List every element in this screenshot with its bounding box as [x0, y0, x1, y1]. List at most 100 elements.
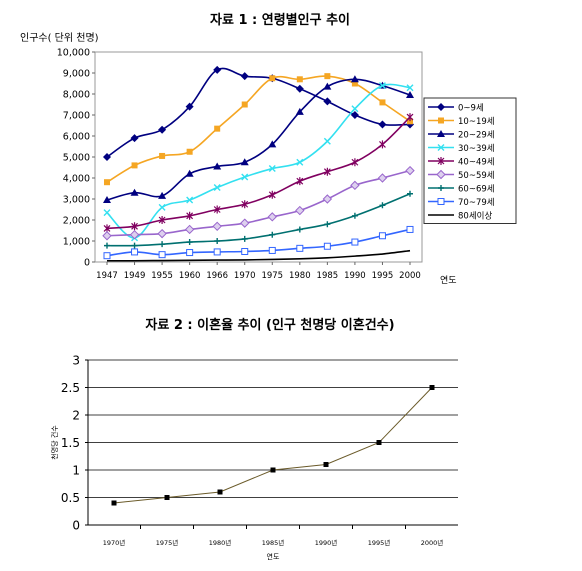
x-tick-label: 1947	[96, 271, 118, 281]
x-tick-label: 1955	[151, 271, 173, 281]
x-tick-label: 2000	[399, 271, 421, 281]
y-tick-label: 2	[72, 409, 80, 423]
x-axis-label: 연도	[440, 275, 457, 286]
y-tick-label: 5,000	[63, 153, 90, 164]
data-point-s2	[268, 140, 277, 148]
x-tick-label: 1980년	[209, 538, 232, 547]
data-point-s7	[213, 248, 221, 256]
data-point-s4	[131, 222, 138, 231]
data-point-s7	[378, 232, 386, 240]
data-point-s5	[295, 205, 305, 216]
data-point-s4	[323, 167, 331, 176]
data-point-s0	[130, 134, 139, 143]
data-point-s5	[267, 212, 277, 222]
data-point-s6	[104, 242, 110, 249]
x-axis-label: 연도	[267, 553, 280, 561]
data-point-s0	[185, 102, 194, 111]
x-tick-label: 1990	[344, 271, 366, 281]
series-line-8	[106, 249, 411, 262]
x-tick-label: 1975년	[156, 538, 179, 547]
y-axis-label: 천명당 건수	[50, 425, 59, 460]
y-tick-label: 1	[72, 464, 80, 478]
data-point-s6	[324, 221, 331, 228]
data-point-s7	[296, 244, 304, 252]
data-point-s2	[323, 82, 332, 90]
data-point-s1	[324, 73, 331, 80]
data-point-s0	[378, 120, 387, 129]
legend-marker	[436, 169, 446, 180]
y-tick-label: 6,000	[63, 132, 90, 143]
data-point-s6	[296, 226, 303, 233]
data-point-s0	[158, 125, 167, 134]
series-line-divorce	[113, 387, 433, 504]
data-point-s6	[407, 190, 413, 197]
data-point-s3	[213, 183, 221, 191]
data-point-s2	[103, 196, 111, 204]
data-point	[164, 495, 170, 500]
legend-marker	[437, 130, 445, 137]
data-point-s7	[131, 248, 139, 256]
data-point-s5	[184, 224, 195, 235]
chart-title: 자료 2 : 이혼율 추이 (인구 천명당 이혼건수)	[145, 317, 394, 333]
data-point-s3	[351, 105, 359, 113]
x-tick-label: 1985	[317, 271, 339, 281]
data-point-s0	[350, 111, 359, 119]
data-point-s0	[240, 72, 249, 81]
x-tick-label: 1980	[289, 271, 311, 281]
x-tick-label: 1960	[179, 271, 201, 281]
data-point-s7	[323, 242, 331, 250]
chart-title: 자료 1 : 연령별인구 추이	[210, 12, 350, 28]
data-point	[429, 385, 435, 390]
data-point	[111, 500, 117, 506]
legend-label: 70~79세	[458, 198, 495, 208]
data-point-s7	[186, 249, 194, 257]
legend-label: 0~9세	[458, 104, 484, 114]
x-tick-label: 2000년	[421, 538, 444, 547]
data-point-s3	[296, 158, 304, 166]
y-tick-label: 10,000	[57, 48, 90, 59]
data-point-s0	[323, 97, 332, 106]
data-point-s1	[296, 76, 303, 83]
data-point-s1	[351, 80, 358, 87]
data-point-s5	[129, 229, 140, 240]
legend-label: 20~29세	[458, 131, 495, 141]
y-tick-label: 2.5	[61, 381, 80, 395]
y-tick-label: 9,000	[63, 69, 90, 80]
data-point-s1	[407, 118, 413, 125]
y-tick-label: 0	[84, 258, 90, 269]
data-point-s3	[158, 203, 166, 211]
y-tick-label: 0.5	[61, 491, 80, 505]
x-tick-label: 1985년	[262, 538, 285, 547]
data-point-s6	[351, 212, 358, 219]
x-tick-label: 1975	[261, 271, 283, 281]
data-point-s0	[213, 65, 222, 74]
y-tick-label: 2,000	[63, 216, 90, 227]
data-point-s3	[378, 82, 386, 90]
data-point-s4	[406, 113, 414, 122]
data-point-s1	[104, 179, 110, 186]
y-tick-label: 3,000	[63, 195, 90, 206]
x-tick-label: 1966	[206, 271, 228, 281]
legend-label: 10~19세	[458, 117, 495, 127]
data-point	[323, 462, 329, 467]
x-tick-label: 1970	[234, 271, 256, 281]
data-point-s1	[214, 125, 221, 132]
data-point	[270, 467, 276, 473]
data-point-s2	[213, 162, 222, 170]
legend-marker	[437, 198, 445, 205]
legend-marker	[437, 157, 445, 165]
data-point	[217, 489, 223, 495]
x-tick-label: 1995	[372, 271, 394, 281]
data-point-s4	[296, 177, 304, 186]
legend-marker	[438, 185, 444, 191]
data-point-s2	[406, 91, 414, 99]
data-point-s7	[351, 238, 359, 246]
data-point-s1	[186, 148, 193, 155]
data-point-s6	[186, 239, 193, 246]
legend-marker	[437, 144, 445, 151]
data-point-s4	[213, 205, 221, 214]
data-point-s4	[351, 158, 359, 167]
data-point-s3	[241, 173, 249, 181]
y-tick-label: 4,000	[63, 174, 90, 185]
